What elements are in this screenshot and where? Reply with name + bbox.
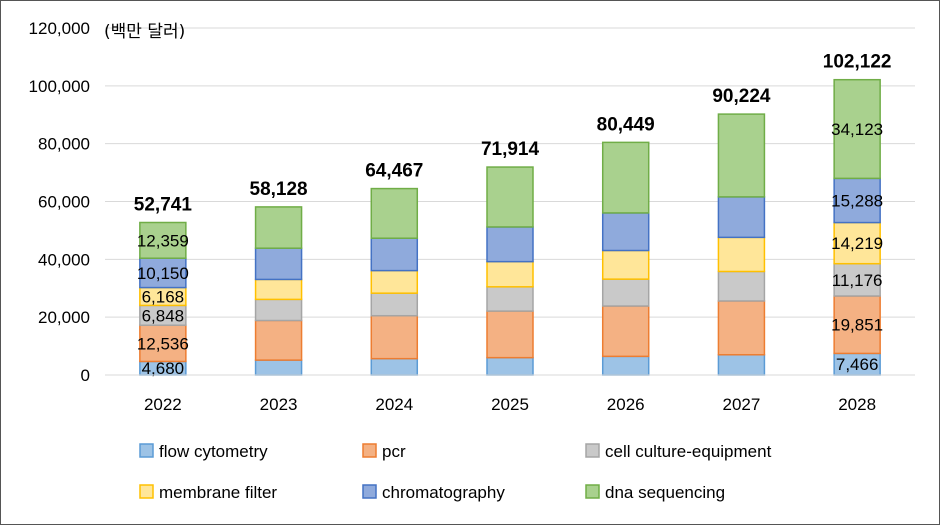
bar-segment-flow-cytometry <box>254 359 303 376</box>
bar-segment-cell-culture-equipment <box>601 278 650 307</box>
bar-segment-dna-sequencing <box>254 206 303 249</box>
data-label: 15,288 <box>831 191 883 210</box>
legend-item: pcr <box>362 442 406 461</box>
bar-segment-pcr <box>254 319 303 361</box>
legend-swatch <box>362 484 377 499</box>
bar-segment-cell-culture-equipment <box>833 262 881 297</box>
data-label: 10,150 <box>137 264 189 283</box>
bar-segment-cell-culture-equipment <box>486 286 534 312</box>
y-tick-label: 80,000 <box>38 135 90 154</box>
y-axis-ticks: 0 20,000 40,000 60,000 80,000 100,000 120,000 <box>29 19 90 385</box>
data-label: 6,168 <box>142 287 185 306</box>
y-tick-label: 120,000 <box>29 19 90 38</box>
bar-segment-chromatography <box>717 196 766 239</box>
total-labels: 52,741 58,128 64,467 71,914 80,449 90,224 102,… <box>134 52 892 216</box>
legend: flow cytometry pcr cell culture-equipment m… <box>139 442 772 502</box>
bar-segment-membrane-filter <box>601 249 650 280</box>
bar-segment-chromatography <box>370 237 419 272</box>
data-label: 12,536 <box>137 334 189 353</box>
legend-item: dna sequencing <box>585 483 725 502</box>
legend-swatch <box>362 443 377 458</box>
data-label: 14,219 <box>831 234 883 253</box>
bar-segment-flow-cytometry <box>370 357 419 376</box>
total-label: 102,122 <box>823 52 892 73</box>
bar-segment-membrane-filter <box>254 278 303 301</box>
legend-item: flow cytometry <box>139 442 268 461</box>
bar-segment-pcr <box>717 300 766 356</box>
y-tick-label: 100,000 <box>29 77 90 96</box>
bar-segment-pcr <box>486 310 534 359</box>
bar-segment-cell-culture-equipment <box>717 270 766 302</box>
bar-segment-cell-culture-equipment <box>370 292 419 317</box>
unit-label: (백만 달러) <box>104 22 185 42</box>
legend-swatch <box>139 484 154 499</box>
bar-segment-pcr <box>833 295 881 355</box>
bar-segment-dna-sequencing <box>139 221 187 259</box>
data-label: 11,176 <box>832 271 883 290</box>
data-label: 12,359 <box>137 231 189 250</box>
total-label: 64,467 <box>365 161 423 182</box>
total-label: 58,128 <box>250 179 308 200</box>
legend-label: pcr <box>382 442 406 461</box>
gridlines <box>105 27 915 318</box>
bar-segment-dna-sequencing <box>833 78 881 180</box>
total-label: 80,449 <box>597 114 655 135</box>
bar-segment-dna-sequencing <box>717 113 766 198</box>
bar-segment-chromatography <box>254 247 303 281</box>
bar-segment-pcr <box>601 305 650 358</box>
legend-item: membrane filter <box>139 483 277 502</box>
y-tick-label: 40,000 <box>38 250 90 269</box>
bars <box>139 78 881 376</box>
data-label: 6,848 <box>142 306 185 325</box>
bar-segment-dna-sequencing <box>601 141 650 214</box>
bar-segment-chromatography <box>486 226 534 263</box>
data-label: 34,123 <box>831 120 883 139</box>
legend-label: chromatography <box>382 483 505 502</box>
x-tick-label: 2023 <box>260 395 298 414</box>
data-label: 4,680 <box>142 359 185 378</box>
x-tick-label: 2022 <box>144 395 182 414</box>
x-tick-label: 2027 <box>723 395 761 414</box>
bar-segment-chromatography <box>601 212 650 252</box>
data-label: 19,851 <box>831 316 883 335</box>
y-tick-label: 60,000 <box>38 193 90 212</box>
bar-segment-flow-cytometry <box>601 355 650 376</box>
legend-swatch <box>585 484 600 499</box>
legend-item: chromatography <box>362 483 505 502</box>
bar-segment-cell-culture-equipment <box>254 298 303 322</box>
bar-segment-membrane-filter <box>370 269 419 294</box>
bar-segment-dna-sequencing <box>370 187 419 239</box>
legend-label: cell culture-equipment <box>605 442 772 461</box>
legend-label: flow cytometry <box>159 442 268 461</box>
bar-segment-membrane-filter <box>486 260 534 288</box>
bar-segment-dna-sequencing <box>486 166 534 228</box>
bar-segment-membrane-filter <box>833 221 881 265</box>
total-label: 90,224 <box>712 86 771 107</box>
x-tick-label: 2028 <box>838 395 876 414</box>
bar-segment-membrane-filter <box>717 236 766 273</box>
legend-label: dna sequencing <box>605 483 725 502</box>
x-axis-ticks: 2022 2023 2024 2025 2026 2027 2028 <box>144 395 876 414</box>
bar-segment-flow-cytometry <box>717 354 766 376</box>
total-label: 52,741 <box>134 194 193 215</box>
legend-swatch <box>139 443 154 458</box>
legend-swatch <box>585 443 600 458</box>
x-tick-label: 2024 <box>375 395 413 414</box>
y-tick-label: 0 <box>81 366 90 385</box>
bar-segment-flow-cytometry <box>486 356 534 376</box>
data-label: 7,466 <box>836 355 879 374</box>
total-label: 71,914 <box>481 139 540 160</box>
legend-label: membrane filter <box>159 483 277 502</box>
bar-segment-chromatography <box>139 257 187 289</box>
x-tick-label: 2025 <box>491 395 529 414</box>
bar-segment-pcr <box>370 314 419 360</box>
y-tick-label: 20,000 <box>38 308 90 327</box>
legend-item: cell culture-equipment <box>585 442 772 461</box>
bar-segment-pcr <box>139 324 187 363</box>
x-tick-label: 2026 <box>607 395 645 414</box>
